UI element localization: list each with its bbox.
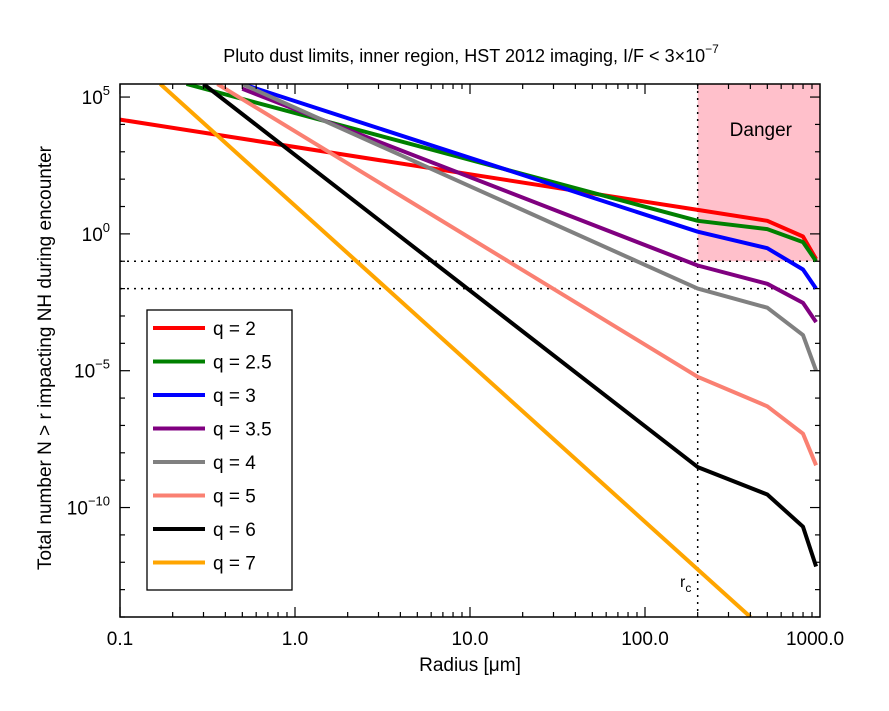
- rc-label: rc: [680, 574, 691, 595]
- series-line-7: [202, 84, 818, 568]
- legend-label-8: q = 7: [213, 554, 256, 575]
- legend: q = 2 q = 2.5 q = 3 q = 3.5 q = 4 q = 5 q = 6 q…: [146, 309, 293, 591]
- plot-frame: [119, 83, 821, 618]
- y-tick-label: 105: [82, 83, 110, 109]
- chart-title: Pluto dust limits, inner region, HST 201…: [223, 42, 719, 66]
- legend-label-6: q = 5: [213, 487, 256, 508]
- x-tick-label: 1000.0: [786, 629, 844, 650]
- legend-box: [146, 309, 293, 591]
- y-tick-label: 10−10: [67, 494, 110, 520]
- y-axis-label: Total number N > r impacting NH during e…: [35, 145, 56, 570]
- x-tick-label: 1.0: [282, 629, 308, 650]
- series-line-4: [241, 86, 818, 324]
- legend-label-1: q = 2: [213, 319, 256, 340]
- series-line-8: [158, 84, 752, 617]
- series-line-6: [216, 84, 818, 467]
- x-tick-label: 0.1: [107, 629, 133, 650]
- x-axis-label: Radius [μm]: [419, 655, 521, 676]
- series-line-5: [241, 84, 818, 372]
- legend-label-5: q = 4: [213, 453, 256, 474]
- legend-label-2: q = 2.5: [213, 353, 272, 374]
- danger-region: [697, 84, 820, 262]
- danger-label: Danger: [730, 120, 793, 141]
- legend-label-7: q = 6: [213, 520, 256, 541]
- x-tick-label: 10.0: [452, 629, 489, 650]
- y-tick-label: 10−5: [74, 357, 110, 383]
- y-tick-label: 100: [82, 220, 110, 246]
- series-group: [120, 84, 818, 617]
- x-tick-label: 100.0: [621, 629, 669, 650]
- series-line-3: [241, 84, 818, 290]
- legend-label-3: q = 3: [213, 386, 256, 407]
- series-line-1: [120, 117, 818, 261]
- legend-label-4: q = 3.5: [213, 420, 272, 441]
